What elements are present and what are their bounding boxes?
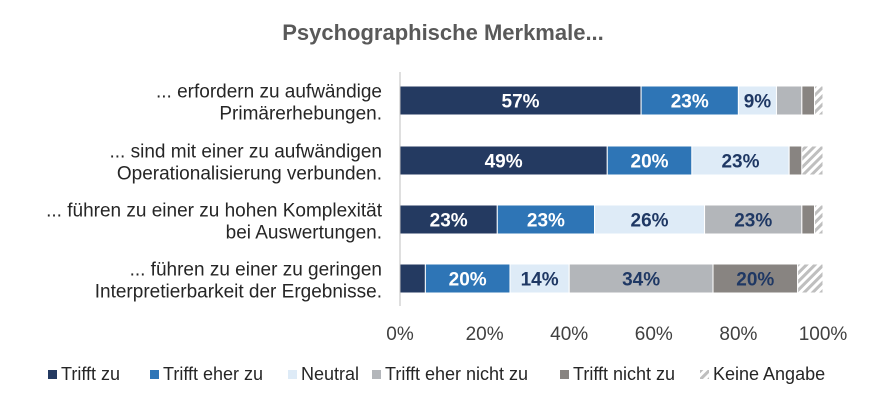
legend-label: Trifft nicht zu <box>573 364 675 384</box>
data-label: 26% <box>631 211 669 232</box>
bar-segment <box>509 263 570 294</box>
bar-segment <box>801 145 824 176</box>
bar-segment <box>814 204 824 235</box>
category-label-line: ... sind mit einer zu aufwändigen <box>110 142 383 163</box>
legend-label: Neutral <box>301 364 359 384</box>
bar-segment <box>704 204 803 235</box>
category-label-line: Interpretierbarkeit der Ergebnisse. <box>95 282 382 303</box>
category-label-line: bei Auswertungen. <box>226 223 382 244</box>
category-label: ... sind mit einer zu aufwändigen Operati… <box>110 142 383 185</box>
bar-segment <box>496 204 596 235</box>
bar-segment <box>399 263 426 294</box>
data-label: 20% <box>736 270 774 291</box>
bar-segment <box>640 85 739 116</box>
legend-swatch <box>700 370 709 379</box>
x-tick-label: 80% <box>719 324 757 345</box>
category-label-line: ... führen zu einer zu geringen <box>130 260 382 281</box>
bar-segment <box>568 263 714 294</box>
bar-segment <box>788 145 803 176</box>
legend-swatch <box>150 370 159 379</box>
x-tick-label: 20% <box>466 324 504 345</box>
legend: Trifft zu Trifft eher zu Neutral Trifft ehe… <box>48 364 825 384</box>
data-label: 23% <box>734 211 772 232</box>
category-label-line: ... erfordern zu aufwändige <box>156 82 382 103</box>
legend-swatch <box>372 370 381 379</box>
legend-swatch <box>288 370 297 379</box>
legend-label: Keine Angabe <box>713 364 825 384</box>
chart-title: Psychographische Merkmale... <box>282 20 604 45</box>
bar-segment <box>801 204 816 235</box>
legend-swatch <box>560 370 569 379</box>
bar-segment <box>399 85 642 116</box>
category-label-line: Primärerhebungen. <box>219 104 382 125</box>
x-axis: 0% 20% 40% 60% 80% 100% <box>386 72 847 345</box>
bar-segment <box>775 85 803 116</box>
bar-segment <box>594 204 706 235</box>
data-label: 49% <box>485 152 523 173</box>
data-label: 23% <box>721 152 759 173</box>
legend-label: Trifft eher zu <box>163 364 263 384</box>
x-tick-label: 100% <box>799 324 848 345</box>
category-label: ... führen zu einer zu geringen Interpret… <box>95 260 382 303</box>
legend-swatch <box>48 370 57 379</box>
data-label: 23% <box>671 92 709 113</box>
bar-segment <box>399 204 498 235</box>
category-label-line: Operationalisierung verbunden. <box>117 164 382 185</box>
bar-segment <box>737 85 777 116</box>
category-label: ... führen zu einer zu hohen Komplexität… <box>46 201 383 244</box>
category-label-line: ... führen zu einer zu hohen Komplexität <box>46 201 383 222</box>
legend-label: Trifft zu <box>61 364 120 384</box>
bar-segment <box>797 263 824 294</box>
bar-segment <box>712 263 799 294</box>
data-label: 23% <box>527 211 565 232</box>
data-label: 20% <box>449 270 487 291</box>
x-tick-label: 40% <box>550 324 588 345</box>
bar-segment <box>606 145 693 176</box>
legend-label: Trifft eher nicht zu <box>385 364 528 384</box>
x-tick-label: 0% <box>386 324 414 345</box>
data-label: 23% <box>430 211 468 232</box>
bars: 57% 23% 9% 49% 20% 23% 23% 23% 26% 23% 20% 14% 34% 20… <box>399 85 824 294</box>
bar-segment <box>691 145 790 176</box>
category-label: ... erfordern zu aufwändige Primärerhebun… <box>156 82 382 125</box>
data-label: 34% <box>622 270 660 291</box>
data-label: 20% <box>631 152 669 173</box>
data-label: 9% <box>744 92 772 113</box>
data-label: 14% <box>521 270 559 291</box>
category-labels: ... erfordern zu aufwändige Primärerhebun… <box>46 82 383 303</box>
bar-segment <box>814 85 824 116</box>
bar-segment <box>801 85 816 116</box>
x-tick-label: 60% <box>635 324 673 345</box>
data-label: 57% <box>502 92 540 113</box>
